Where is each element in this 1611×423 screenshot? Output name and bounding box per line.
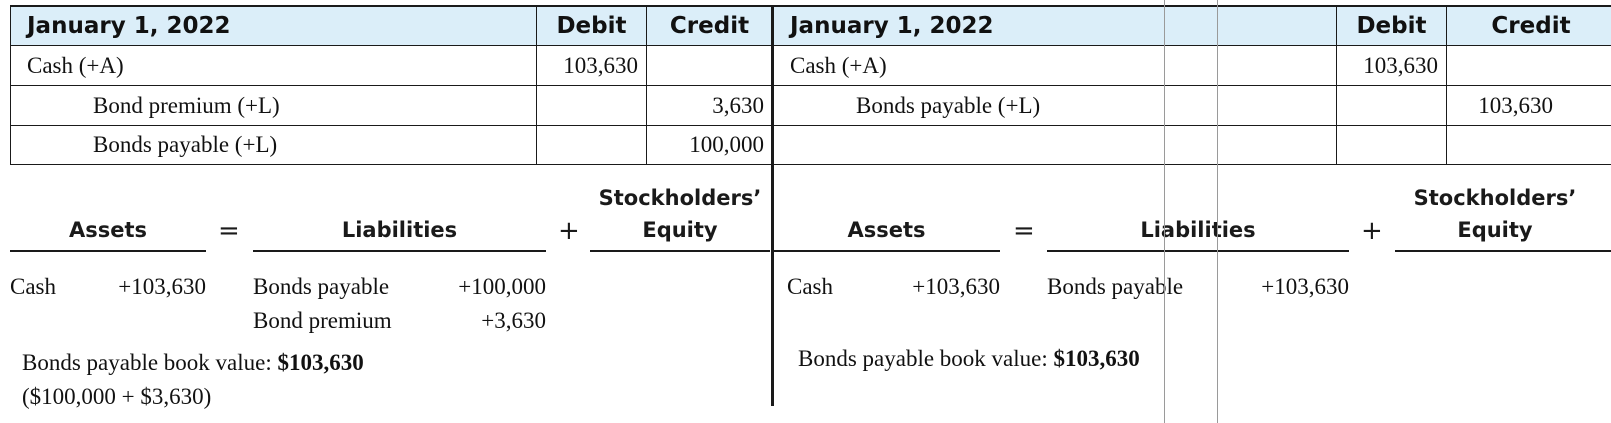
credit-header: Credit: [646, 6, 773, 46]
liabilities-heading: Liabilities: [341, 218, 458, 242]
journal-account-cell: Bond premium (+L): [10, 85, 537, 126]
book-value-amount: $103,630: [277, 350, 364, 375]
journal-credit-cell: 103,630: [1446, 85, 1611, 126]
journal-account-cell: Cash (+A): [773, 45, 1337, 86]
journal-credit-cell: [1446, 125, 1611, 165]
liability-item-name: Bond premium: [253, 308, 392, 333]
journal-account-cell: Cash (+A): [10, 45, 537, 86]
asset-item-value: +103,630: [118, 274, 206, 299]
book-value-note: ($100,000 + $3,630): [22, 384, 212, 409]
equity-heading-line2: Equity: [642, 218, 718, 242]
journal-account-cell: [773, 125, 1337, 165]
asset-item-name: Cash: [10, 274, 56, 299]
plus-sign: +: [558, 216, 580, 246]
equity-heading-line2: Equity: [1457, 218, 1533, 242]
journal-credit-cell: 3,630: [646, 85, 773, 126]
book-value-label: Bonds payable book value:: [798, 346, 1054, 371]
equals-sign: =: [218, 216, 240, 246]
guide-line: [1217, 0, 1218, 423]
asset-item-value: +103,630: [912, 274, 1000, 299]
credit-header: Credit: [1446, 6, 1611, 46]
liability-item-value: +3,630: [481, 308, 546, 333]
journal-entry-table: January 1, 2022 Debit Credit Cash (+A) 1…: [10, 6, 773, 166]
liability-item-value: +100,000: [458, 274, 546, 299]
assets-heading: Assets: [847, 218, 926, 242]
book-value-amount: $103,630: [1053, 346, 1140, 371]
plus-sign: +: [1361, 216, 1383, 246]
left-panel-premium-entry: January 1, 2022 Debit Credit Cash (+A) 1…: [10, 6, 773, 416]
debit-header: Debit: [536, 6, 647, 46]
equity-heading-line1: Stockholders’: [598, 186, 762, 210]
equity-heading-line1: Stockholders’: [1413, 186, 1577, 210]
equals-sign: =: [1013, 216, 1035, 246]
date-header: January 1, 2022: [773, 6, 1337, 46]
date-header: January 1, 2022: [10, 6, 537, 46]
liability-item-name: Bonds payable: [1047, 274, 1184, 299]
right-panel-par-entry: January 1, 2022 Debit Credit Cash (+A) 1…: [773, 6, 1611, 416]
journal-credit-cell: [1446, 45, 1611, 86]
book-value-line: Bonds payable book value: $103,630: [22, 348, 364, 378]
journal-entry-table: January 1, 2022 Debit Credit Cash (+A) 1…: [773, 6, 1611, 166]
liabilities-heading: Liabilities: [1140, 218, 1256, 242]
liability-item-name: Bonds payable: [253, 274, 390, 299]
book-value-label: Bonds payable book value:: [22, 350, 278, 375]
journal-account-cell: Bonds payable (+L): [10, 125, 537, 165]
assets-heading: Assets: [68, 218, 148, 242]
liabilities-underline: [253, 250, 546, 252]
guide-line: [1164, 0, 1165, 423]
liability-item-value: +103,630: [1261, 274, 1349, 299]
journal-debit-cell: [536, 125, 647, 165]
book-value-line: Bonds payable book value: $103,630: [798, 344, 1140, 374]
journal-debit-cell: [1336, 125, 1447, 165]
journal-debit-cell: 103,630: [1336, 45, 1447, 86]
assets-underline: [10, 250, 206, 252]
journal-account-cell: Bonds payable (+L): [773, 85, 1337, 126]
journal-credit-cell: 100,000: [646, 125, 773, 165]
journal-credit-cell: [646, 45, 773, 86]
journal-debit-cell: 103,630: [536, 45, 647, 86]
debit-header: Debit: [1336, 6, 1447, 46]
liabilities-underline: [1047, 250, 1349, 252]
journal-debit-cell: [1336, 85, 1447, 126]
top-rule: [10, 5, 1611, 6]
journal-debit-cell: [536, 85, 647, 126]
asset-item-name: Cash: [787, 274, 833, 299]
equity-underline: [590, 250, 770, 252]
equity-underline: [1395, 250, 1611, 252]
assets-underline: [773, 250, 1000, 252]
panel-divider: [771, 6, 774, 406]
